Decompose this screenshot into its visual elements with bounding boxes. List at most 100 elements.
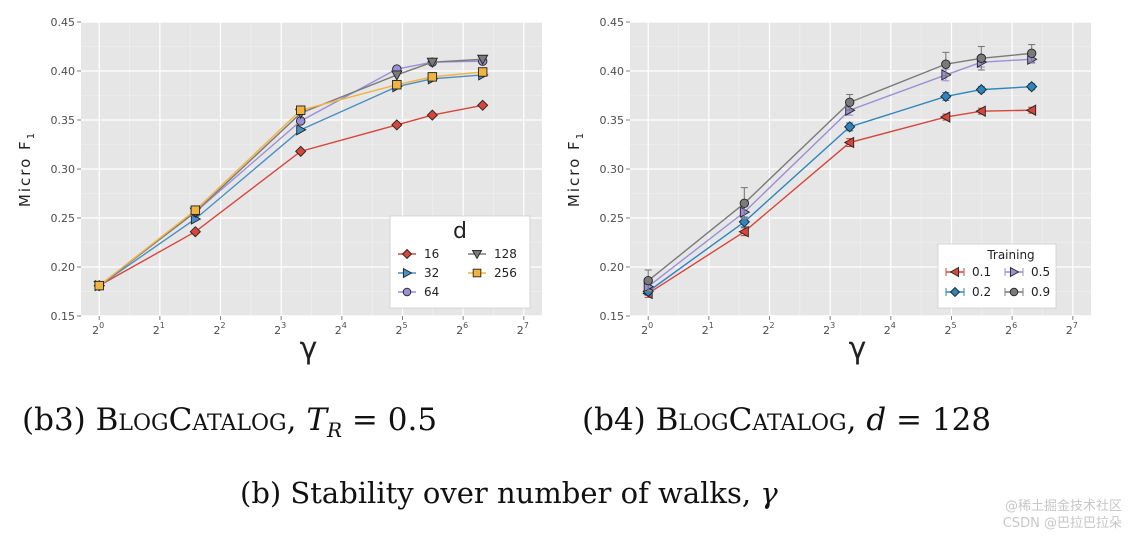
y-tick-label: 0.40 bbox=[600, 65, 625, 78]
x-tick-label: 22 bbox=[213, 321, 225, 337]
y-tick-label: 0.45 bbox=[51, 16, 76, 29]
x-tick-label: 20 bbox=[641, 321, 653, 337]
caption-b3-dataset: BlogCatalog bbox=[95, 402, 287, 438]
x-tick-label: 25 bbox=[395, 321, 407, 337]
x-tick-label: 20 bbox=[92, 321, 104, 337]
legend-label: 128 bbox=[494, 247, 517, 261]
data-point bbox=[643, 276, 653, 286]
data-point bbox=[296, 124, 307, 136]
data-point bbox=[391, 70, 403, 81]
legend-label: 0.5 bbox=[1031, 265, 1050, 279]
data-point bbox=[738, 225, 749, 238]
data-point bbox=[939, 111, 951, 123]
caption-b3: (b3) BlogCatalog, TR = 0.5 bbox=[22, 402, 438, 443]
y-tick-label: 0.20 bbox=[600, 261, 625, 274]
data-point bbox=[976, 53, 987, 63]
y-tick-label: 0.15 bbox=[600, 310, 625, 323]
x-tick-label: 21 bbox=[153, 321, 165, 337]
legend-label: 64 bbox=[424, 285, 439, 299]
x-tick-label: 27 bbox=[1066, 321, 1078, 337]
watermark: @稀土掘金技术社区 CSDN @巴拉巴拉朵 bbox=[1002, 499, 1122, 531]
y-tick-label: 0.35 bbox=[51, 114, 76, 127]
x-tick-label: 26 bbox=[1005, 321, 1017, 337]
data-point bbox=[844, 97, 855, 108]
legend-title: d bbox=[453, 219, 467, 244]
data-point bbox=[477, 67, 488, 77]
data-point bbox=[940, 90, 952, 103]
series-line bbox=[98, 58, 483, 287]
series-line bbox=[647, 58, 1032, 288]
data-point bbox=[391, 119, 403, 131]
series-256 bbox=[94, 67, 488, 291]
chart-b4: 0.15 0.20 0.25 0.30 0.35 0.40 0.45 20 21 22 23 24 25… bbox=[565, 16, 1091, 366]
x-axis-label: γ bbox=[300, 331, 318, 366]
legend-label: 0.9 bbox=[1031, 285, 1050, 299]
y-tick-label: 0.35 bbox=[600, 114, 625, 127]
x-tick-label: 24 bbox=[884, 321, 896, 337]
data-point bbox=[426, 57, 439, 69]
legend-label: 16 bbox=[424, 247, 439, 261]
data-point bbox=[190, 205, 201, 215]
data-point bbox=[975, 105, 986, 117]
data-point bbox=[477, 99, 489, 111]
data-point bbox=[844, 121, 856, 133]
series-line bbox=[98, 71, 483, 287]
y-axis-label: Micro F1 bbox=[16, 131, 37, 207]
x-tick-label: 23 bbox=[274, 321, 286, 337]
caption-b4: (b4) BlogCatalog, d = 128 bbox=[582, 402, 992, 438]
x-tick-label: 25 bbox=[944, 321, 956, 337]
x-tick-label: 27 bbox=[517, 321, 529, 337]
x-tick-label: 24 bbox=[335, 321, 347, 337]
legend-marker bbox=[471, 249, 483, 260]
y-axis-label: Micro F1 bbox=[565, 131, 586, 207]
data-point bbox=[975, 83, 987, 96]
series-0.9 bbox=[643, 43, 1037, 293]
data-point bbox=[476, 54, 489, 66]
legend: Training 0.1 0.2 0.5 0.9 bbox=[937, 243, 1057, 309]
data-point bbox=[843, 136, 855, 149]
series-line bbox=[98, 104, 483, 287]
caption-b4-dataset: BlogCatalog bbox=[655, 402, 847, 438]
data-point bbox=[1025, 104, 1037, 116]
y-tick-label: 0.30 bbox=[600, 163, 625, 176]
data-point bbox=[94, 280, 104, 291]
x-tick-label: 26 bbox=[456, 321, 468, 337]
x-axis-label: γ bbox=[849, 331, 867, 366]
data-point bbox=[1026, 48, 1037, 59]
legend-label: 0.1 bbox=[972, 265, 991, 279]
series-line bbox=[98, 74, 483, 287]
series-line bbox=[647, 109, 1032, 295]
chart-b3: 0.15 0.20 0.25 0.30 0.35 0.40 0.45 20 21 22 23 24 25… bbox=[16, 16, 542, 366]
data-point bbox=[189, 226, 201, 238]
data-point bbox=[427, 72, 438, 82]
legend-marker bbox=[402, 287, 412, 297]
data-point bbox=[392, 80, 402, 90]
y-tick-label: 0.15 bbox=[51, 310, 76, 323]
legend-label: 0.2 bbox=[972, 285, 991, 299]
legend-marker bbox=[472, 268, 482, 278]
x-tick-label: 21 bbox=[702, 321, 714, 337]
x-tick-label: 23 bbox=[823, 321, 835, 337]
series-line bbox=[647, 85, 1032, 293]
legend-marker bbox=[949, 286, 961, 298]
y-tick-label: 0.40 bbox=[51, 65, 76, 78]
legend-label: 32 bbox=[424, 266, 439, 280]
y-tick-label: 0.45 bbox=[600, 16, 625, 29]
y-tick-label: 0.25 bbox=[600, 212, 625, 225]
data-point bbox=[426, 109, 438, 121]
y-tick-label: 0.30 bbox=[51, 163, 76, 176]
legend: d 16 32 64 128 256 bbox=[389, 215, 531, 309]
y-tick-label: 0.25 bbox=[51, 212, 76, 225]
series-line bbox=[647, 52, 1032, 282]
caption-main: (b) Stability over number of walks, γ bbox=[240, 476, 778, 510]
legend-label: 256 bbox=[494, 266, 517, 280]
y-tick-label: 0.20 bbox=[51, 261, 76, 274]
data-point bbox=[295, 145, 307, 157]
data-point bbox=[941, 59, 951, 69]
legend-marker bbox=[401, 248, 413, 260]
legend-marker bbox=[1009, 266, 1020, 278]
legend-marker bbox=[949, 266, 960, 278]
legend-marker bbox=[402, 267, 413, 279]
data-point bbox=[295, 105, 306, 115]
